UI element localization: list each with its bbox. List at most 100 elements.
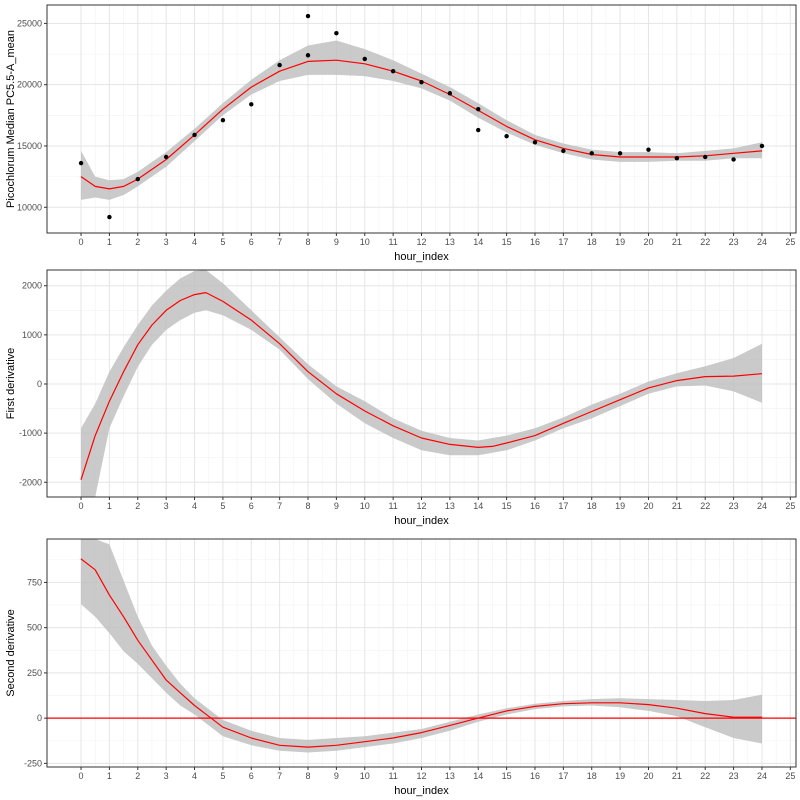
y-tick-label: 1000	[22, 330, 42, 340]
data-point	[305, 13, 311, 19]
x-tick-label: 15	[502, 501, 512, 511]
x-tick-label: 23	[729, 237, 739, 247]
x-tick-label: 24	[757, 501, 767, 511]
x-tick-label: 23	[729, 771, 739, 781]
data-point	[731, 157, 736, 162]
data-point	[419, 80, 424, 85]
x-tick-label: 4	[192, 501, 197, 511]
x-tick-label: 17	[558, 771, 568, 781]
x-tick-label: 10	[360, 771, 370, 781]
y-tick-label: 250	[27, 668, 42, 678]
x-tick-label: 22	[700, 501, 710, 511]
x-tick-label: 3	[164, 501, 169, 511]
data-point	[305, 53, 311, 58]
x-tick-label: 25	[785, 237, 795, 247]
y-tick-label: 2000	[22, 281, 42, 291]
x-tick-label: 16	[530, 771, 540, 781]
plot-area	[78, 13, 765, 220]
x-tick-label: 5	[220, 237, 225, 247]
y-axis-title: Second derivative	[5, 609, 17, 696]
panel-second-derivative: 0 1 2 3 4 5 6 7 8 9 10 11 12 13 14 15 16 17 18 19 20 21 22 23 24…	[5, 538, 797, 797]
x-tick-label: 20	[643, 237, 653, 247]
data-point	[646, 147, 651, 152]
data-point	[617, 151, 623, 156]
data-point	[703, 154, 708, 160]
x-tick-label: 7	[277, 501, 282, 511]
x-tick-label: 12	[416, 771, 426, 781]
y-tick-label: 500	[27, 623, 42, 633]
x-tick-label: 13	[445, 501, 455, 511]
x-tick-label: 6	[249, 771, 254, 781]
data-point	[759, 143, 765, 149]
x-tick-label: 25	[785, 501, 795, 511]
x-tick-label: 24	[757, 237, 767, 247]
data-point	[362, 56, 367, 62]
x-tick-label: 12	[416, 501, 426, 511]
x-tick-label: 11	[388, 771, 397, 781]
data-point	[220, 118, 226, 123]
x-tick-label: 19	[615, 237, 625, 247]
y-tick-label: 25000	[17, 18, 42, 28]
data-point	[390, 68, 396, 74]
data-point	[674, 156, 680, 161]
x-tick-label: 22	[700, 771, 710, 781]
x-tick-label: 5	[220, 771, 225, 781]
confidence-band	[81, 40, 762, 200]
data-point	[277, 62, 282, 68]
x-tick-label: 18	[587, 771, 597, 781]
grid	[47, 270, 796, 497]
y-tick-label: 0	[37, 713, 42, 723]
panel-smoothed-fit: 0 1 2 3 4 5 6 7 8 9 10 11 12 13 14 15 16 17 18 19 20 21 22 23 24…	[5, 4, 797, 263]
y-tick-label: 750	[27, 577, 42, 587]
x-tick-label: 19	[615, 501, 625, 511]
x-tick-label: 9	[334, 237, 339, 247]
x-tick-label: 16	[530, 501, 540, 511]
x-tick-label: 14	[473, 237, 483, 247]
x-tick-label: 21	[672, 501, 682, 511]
x-tick-label: 20	[643, 501, 653, 511]
x-tick-label: 4	[192, 771, 197, 781]
x-tick-label: 2	[135, 501, 140, 511]
data-point	[135, 176, 140, 182]
x-tick-label: 8	[306, 771, 311, 781]
data-point	[163, 154, 169, 160]
data-point	[192, 132, 197, 138]
x-tick-label: 3	[164, 237, 169, 247]
data-point	[589, 151, 594, 156]
confidence-band	[81, 270, 762, 497]
x-tick-label: 1	[107, 771, 112, 781]
x-tick-label: 11	[388, 237, 397, 247]
x-tick-label: 15	[502, 771, 512, 781]
x-tick-label: 10	[360, 237, 370, 247]
x-tick-label: 17	[558, 501, 568, 511]
y-tick-label: -250	[24, 758, 42, 768]
x-tick-label: 19	[615, 771, 625, 781]
x-tick-label: 11	[388, 501, 397, 511]
x-tick-label: 12	[416, 237, 426, 247]
x-tick-label: 17	[558, 237, 568, 247]
data-point	[561, 148, 566, 154]
x-tick-label: 8	[306, 501, 311, 511]
y-tick-label: 20000	[17, 80, 42, 90]
x-tick-label: 24	[757, 771, 767, 781]
x-tick-label: 6	[249, 237, 254, 247]
x-tick-label: 5	[220, 501, 225, 511]
x-tick-label: 21	[672, 771, 682, 781]
x-tick-label: 6	[249, 501, 254, 511]
plot-area	[80, 270, 763, 497]
y-tick-label: -2000	[19, 477, 42, 487]
fit-line	[80, 558, 762, 748]
data-point	[78, 160, 84, 166]
x-tick-label: 0	[79, 771, 84, 781]
x-tick-label: 25	[785, 771, 795, 781]
data-point	[334, 30, 339, 36]
y-axis-title: First derivative	[5, 348, 17, 420]
x-tick-label: 0	[79, 237, 84, 247]
x-tick-label: 2	[135, 771, 140, 781]
x-tick-label: 14	[473, 771, 483, 781]
y-tick-label: -1000	[19, 428, 42, 438]
confidence-band	[81, 539, 762, 753]
x-axis-title: hour_index	[394, 251, 449, 263]
data-point	[504, 133, 509, 139]
